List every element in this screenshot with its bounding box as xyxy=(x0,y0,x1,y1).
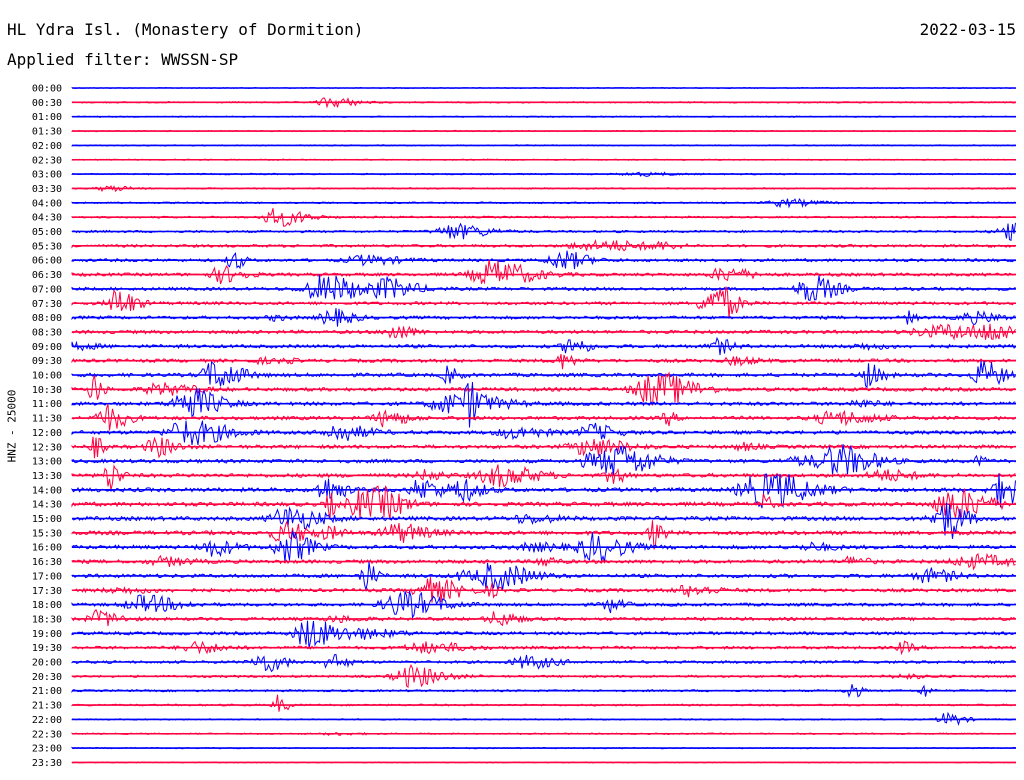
tick-label-0500: 05:00 xyxy=(32,227,62,238)
tick-label-1700: 17:00 xyxy=(32,571,62,582)
trace-1300 xyxy=(71,444,1016,476)
tick-label-1330: 13:30 xyxy=(32,471,62,482)
tick-label-1900: 19:00 xyxy=(32,629,62,640)
tick-label-0300: 03:00 xyxy=(32,170,62,181)
tick-label-2200: 22:00 xyxy=(32,715,62,726)
tick-label-1500: 15:00 xyxy=(32,514,62,525)
tick-label-0730: 07:30 xyxy=(32,299,62,310)
trace-1830 xyxy=(71,608,1016,627)
tick-label-0900: 09:00 xyxy=(32,342,62,353)
tick-label-2000: 20:00 xyxy=(32,658,62,669)
trace-2130 xyxy=(71,694,1016,712)
trace-0630 xyxy=(71,259,1016,285)
tick-label-2230: 22:30 xyxy=(32,729,62,740)
tick-label-0130: 01:30 xyxy=(32,127,62,138)
tick-label-2100: 21:00 xyxy=(32,686,62,697)
tick-label-1100: 11:00 xyxy=(32,399,62,410)
tick-label-0530: 05:30 xyxy=(32,241,62,252)
tick-label-0430: 04:30 xyxy=(32,213,62,224)
tick-label-0000: 00:00 xyxy=(32,84,62,95)
trace-1530 xyxy=(71,520,1016,550)
trace-1200 xyxy=(71,420,1016,446)
tick-label-1000: 10:00 xyxy=(32,371,62,382)
trace-0700 xyxy=(71,274,1016,302)
tick-label-1630: 16:30 xyxy=(32,557,62,568)
tick-label-1230: 12:30 xyxy=(32,442,62,453)
tick-label-1730: 17:30 xyxy=(32,586,62,597)
tick-label-0830: 08:30 xyxy=(32,327,62,338)
tick-label-1200: 12:00 xyxy=(32,428,62,439)
trace-1000 xyxy=(71,360,1016,389)
tick-label-2030: 20:30 xyxy=(32,672,62,683)
time-tick-labels: 00:00 00:30 01:00 01:30 02:00 02:30 03:00 03:30… xyxy=(32,84,62,769)
station-title: HL Ydra Isl. (Monastery of Dormition) xyxy=(7,20,364,39)
tick-label-2300: 23:00 xyxy=(32,744,62,755)
tick-label-2130: 21:30 xyxy=(32,701,62,712)
tick-label-1430: 14:30 xyxy=(32,500,62,511)
tick-label-0630: 06:30 xyxy=(32,270,62,281)
tick-label-0800: 08:00 xyxy=(32,313,62,324)
tick-label-0600: 06:00 xyxy=(32,256,62,267)
tick-label-1830: 18:30 xyxy=(32,614,62,625)
tick-label-1030: 10:30 xyxy=(32,385,62,396)
tick-label-0030: 00:30 xyxy=(32,98,62,109)
tick-label-0200: 02:00 xyxy=(32,141,62,152)
tick-label-0100: 01:00 xyxy=(32,112,62,123)
tick-label-1530: 15:30 xyxy=(32,528,62,539)
tick-label-1930: 19:30 xyxy=(32,643,62,654)
filter-label: Applied filter: WWSSN-SP xyxy=(7,50,239,69)
tick-label-0230: 02:30 xyxy=(32,155,62,166)
record-date: 2022-03-15 xyxy=(919,20,1016,39)
tick-label-1130: 11:30 xyxy=(32,414,62,425)
trace-2000 xyxy=(71,653,1016,673)
tick-label-1800: 18:00 xyxy=(32,600,62,611)
tick-label-1400: 14:00 xyxy=(32,485,62,496)
tick-label-2330: 23:30 xyxy=(32,758,62,769)
trace-1900 xyxy=(71,620,1016,649)
seismic-traces xyxy=(71,86,1016,764)
tick-label-0700: 07:00 xyxy=(32,284,62,295)
tick-label-1300: 13:00 xyxy=(32,457,62,468)
tick-label-1600: 16:00 xyxy=(32,543,62,554)
tick-label-0330: 03:30 xyxy=(32,184,62,195)
tick-label-0400: 04:00 xyxy=(32,198,62,209)
tick-label-0930: 09:30 xyxy=(32,356,62,367)
trace-1330 xyxy=(71,464,1016,490)
